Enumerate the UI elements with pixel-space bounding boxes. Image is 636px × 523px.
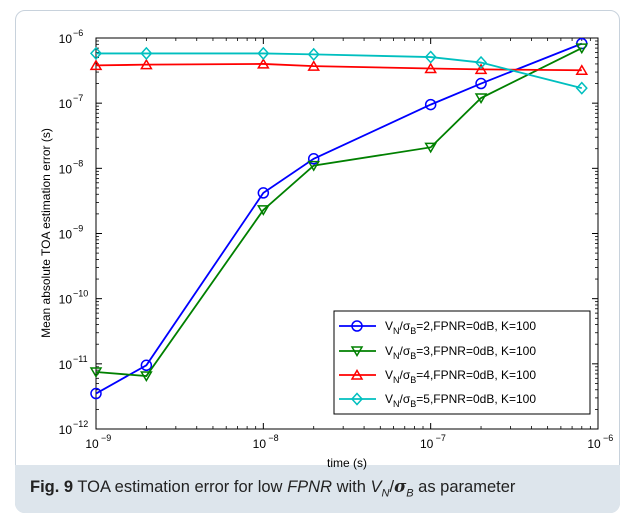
y-tick-label: 10 [59,32,73,46]
y-tick-exponent: −9 [73,224,83,234]
y-tick-label: 10 [59,162,73,176]
y-tick-exponent: −8 [73,158,83,168]
caption-fpnr: FPNR [287,478,332,496]
legend-label: VN/σB=2,FPNR=0dB, K=100 [385,319,536,336]
series-4 [89,46,588,95]
y-tick-exponent: −10 [73,289,88,299]
caption-v: V [370,478,382,496]
caption-text-1: TOA estimation error for low [73,478,288,496]
data-point-marker [475,55,488,70]
caption-b: B [406,487,414,500]
x-tick-label: 10 [587,437,601,451]
data-point-marker [307,153,320,165]
series-2 [89,43,589,383]
data-point-marker [351,320,363,332]
series-3 [89,57,589,75]
data-point-marker [307,160,321,172]
data-point-marker [350,346,364,357]
data-point-marker [475,77,487,90]
caption-fig-label: Fig. 9 [30,478,74,496]
data-point-marker [307,47,320,62]
x-tick-exponent: −6 [603,433,613,443]
y-tick-exponent: −12 [73,419,88,429]
data-point-marker [350,392,364,406]
caption-band [15,465,620,513]
data-point-marker [424,50,437,64]
y-tick-exponent: −6 [73,28,83,38]
y-tick-label: 10 [59,228,73,242]
x-tick-exponent: −9 [101,433,111,443]
y-tick-label: 10 [59,293,73,307]
legend-entry: VN/σB=3,FPNR=0dB, K=100 [339,344,536,361]
figure-caption: Fig. 9 TOA estimation error for low FPNR… [30,477,515,499]
data-point-marker [140,46,153,61]
legend-label: VN/σB=4,FPNR=0dB, K=100 [385,368,536,385]
series-layer [89,37,589,400]
y-tick-label: 10 [59,423,73,437]
caption-text-3: as parameter [413,478,516,496]
data-point-marker [90,387,102,400]
data-point-marker [140,58,153,70]
data-point-marker [350,369,364,380]
x-tick-label: 10 [253,437,267,451]
data-point-marker [474,63,488,75]
data-point-marker [257,57,270,69]
series-line [95,47,583,377]
caption-sigma: σ [394,477,407,496]
data-point-marker [307,60,321,71]
legend-entry: VN/σB=2,FPNR=0dB, K=100 [339,319,536,336]
data-point-marker [257,205,270,216]
legend-entry: VN/σB=4,FPNR=0dB, K=100 [339,368,536,385]
series-line [95,42,583,395]
y-tick-exponent: −11 [73,354,88,364]
data-point-marker [575,64,589,75]
data-point-marker [140,359,153,372]
y-tick-label: 10 [59,358,73,372]
legend-label: VN/σB=3,FPNR=0dB, K=100 [385,344,536,361]
series-line [95,63,582,72]
legend-box [333,310,591,415]
data-point-marker [257,46,270,61]
x-tick-label: 10 [420,437,434,451]
legend: VN/σB=2,FPNR=0dB, K=100 VN/σB=3,FPNR=0dB,… [333,310,591,415]
data-point-marker [424,142,437,154]
data-point-marker [474,93,488,104]
series-1 [90,37,588,400]
y-tick-exponent: −7 [73,93,83,103]
data-point-marker [424,62,437,74]
caption-n: N [381,487,390,500]
caption-text-2: with [331,478,371,496]
data-point-marker [257,187,270,199]
x-axis-label: time (s) [327,456,367,470]
caption-slash: / [389,478,395,496]
y-axis-label: Mean absolute TOA estimation error (s) [39,128,53,338]
data-point-marker [140,371,153,383]
data-point-marker [575,43,589,55]
y-tick-label: 10 [59,97,73,111]
series-line [96,52,583,90]
legend-label: VN/σB=5,FPNR=0dB, K=100 [385,392,536,409]
data-point-marker [89,59,103,71]
x-tick-label: 10 [85,437,99,451]
x-tick-exponent: −7 [436,433,446,443]
data-point-marker [89,367,103,378]
data-point-marker [575,81,588,95]
data-point-marker [89,46,103,61]
data-point-marker [424,98,437,111]
legend-entry: VN/σB=5,FPNR=0dB, K=100 [339,392,536,409]
x-tick-exponent: −8 [268,433,278,443]
